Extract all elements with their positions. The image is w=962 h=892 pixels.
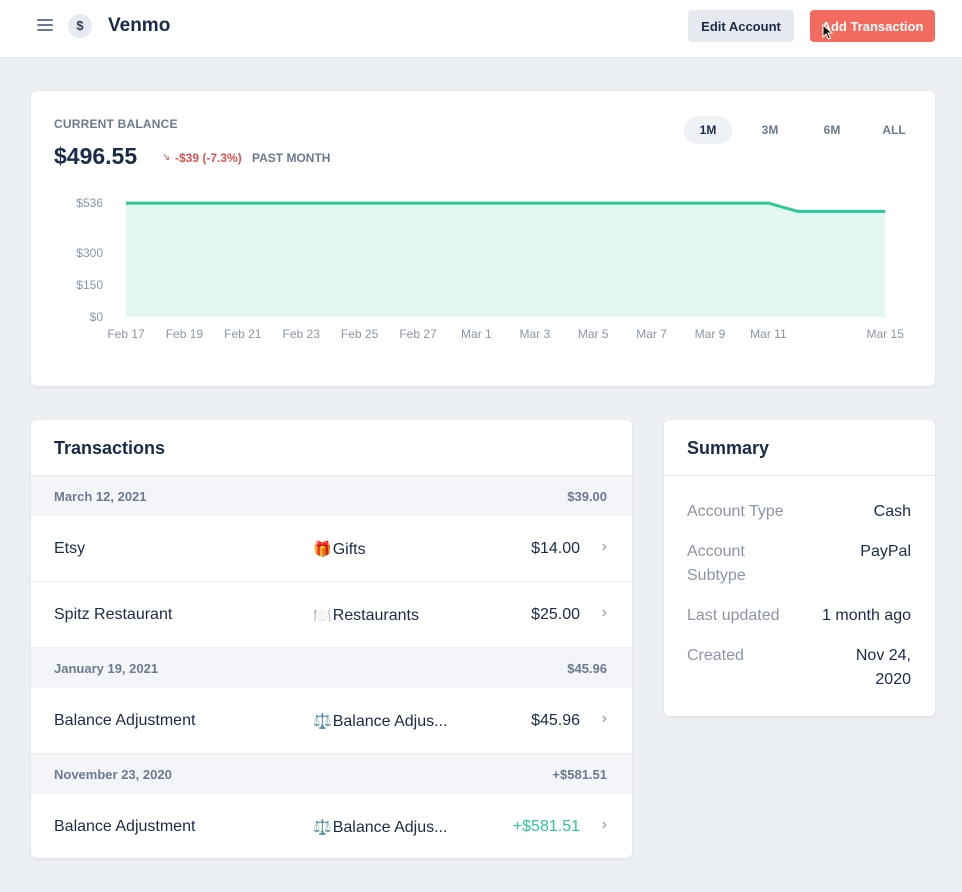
top-bar: $ Venmo Edit Account Add Transaction xyxy=(0,0,962,58)
transaction-category: 🎁Gifts xyxy=(313,540,366,559)
range-6m-button[interactable]: 6M xyxy=(823,123,841,137)
summary-label: Account Type xyxy=(687,503,784,520)
x-tick-label: Feb 19 xyxy=(166,327,204,341)
divider xyxy=(31,475,632,476)
transaction-name: Etsy xyxy=(54,540,86,557)
transaction-row[interactable]: Balance Adjustment ⚖️Balance Adjus... $4… xyxy=(31,688,632,754)
divider xyxy=(664,475,935,476)
x-tick-label: Mar 1 xyxy=(461,327,492,341)
transaction-group-header: January 19, 2021 $45.96 xyxy=(31,648,632,688)
plate-icon: 🍽️ xyxy=(313,607,332,624)
transaction-list: March 12, 2021 $39.00 Etsy 🎁Gifts $14.00… xyxy=(31,476,632,858)
transaction-group-header: March 12, 2021 $39.00 xyxy=(31,476,632,516)
transaction-row[interactable]: Balance Adjustment ⚖️Balance Adjus... +$… xyxy=(31,794,632,858)
chevron-right-icon: › xyxy=(601,604,607,621)
category-label: Gifts xyxy=(332,541,366,558)
group-date: November 23, 2020 xyxy=(54,767,172,782)
x-tick-label: Feb 27 xyxy=(399,327,437,341)
chevron-right-icon: › xyxy=(601,710,607,727)
scales-icon: ⚖️ xyxy=(313,819,332,836)
gift-icon: 🎁 xyxy=(313,541,332,558)
summary-value: Cash xyxy=(873,503,911,520)
edit-account-button[interactable]: Edit Account xyxy=(688,10,794,42)
transaction-amount: $45.96 xyxy=(531,712,580,729)
transaction-category: 🍽️Restaurants xyxy=(313,606,419,625)
chevron-right-icon: › xyxy=(601,538,607,555)
x-tick-label: Mar 5 xyxy=(578,327,609,341)
x-tick-label: Feb 21 xyxy=(224,327,262,341)
summary-label: Last updated xyxy=(687,607,780,624)
x-tick-label: Feb 23 xyxy=(283,327,321,341)
summary-value: Nov 24, 2020 xyxy=(855,647,911,688)
chart-series-line xyxy=(126,201,886,213)
summary-value: PayPal xyxy=(860,543,911,560)
x-tick-label: Feb 17 xyxy=(107,327,145,341)
group-total: $39.00 xyxy=(567,489,607,504)
x-tick-label: Mar 11 xyxy=(750,327,787,341)
chart-area-fill xyxy=(126,203,886,317)
y-tick-label: $300 xyxy=(76,246,103,260)
transaction-name: Balance Adjustment xyxy=(54,818,196,835)
category-label: Restaurants xyxy=(332,607,419,624)
x-tick-label: Mar 7 xyxy=(636,327,667,341)
x-tick-label: Mar 9 xyxy=(695,327,726,341)
balance-card: CURRENT BALANCE $496.55 ↘ -$39 (-7.3%) P… xyxy=(31,91,935,386)
hamburger-menu-icon[interactable] xyxy=(37,19,53,33)
transaction-row[interactable]: Etsy 🎁Gifts $14.00 › xyxy=(31,516,632,582)
x-tick-label: Mar 3 xyxy=(519,327,550,341)
balance-change: -$39 (-7.3%) xyxy=(175,151,242,165)
trend-down-icon: ↘ xyxy=(162,152,171,163)
range-1m-button[interactable]: 1M xyxy=(684,116,732,144)
transaction-row[interactable]: Spitz Restaurant 🍽️Restaurants $25.00 › xyxy=(31,582,632,648)
summary-label: Account Subtype xyxy=(687,543,746,584)
transaction-name: Balance Adjustment xyxy=(54,712,196,729)
x-tick-label: Mar 15 xyxy=(867,327,905,341)
balance-label: CURRENT BALANCE xyxy=(54,117,178,131)
group-total: +$581.51 xyxy=(552,767,607,782)
transaction-amount: $25.00 xyxy=(531,606,580,623)
transaction-amount: +$581.51 xyxy=(512,818,580,835)
transactions-title: Transactions xyxy=(54,438,166,458)
summary-card: Summary Account Type Cash Account Subtyp… xyxy=(664,420,935,716)
dollar-icon: $ xyxy=(68,14,92,38)
balance-amount: $496.55 xyxy=(54,143,138,169)
account-name: Venmo xyxy=(108,15,171,36)
summary-value: 1 month ago xyxy=(822,607,911,624)
balance-period: PAST MONTH xyxy=(252,151,331,165)
balance-chart: $0 $150 $300 $536 Feb 17 Feb 19 Feb 21 Feb 23 Fe… xyxy=(76,196,905,341)
transaction-category: ⚖️Balance Adjus... xyxy=(313,712,447,731)
transaction-name: Spitz Restaurant xyxy=(54,606,173,623)
range-3m-button[interactable]: 3M xyxy=(761,123,779,137)
y-tick-label: $0 xyxy=(90,310,104,324)
transaction-group-header: November 23, 2020 +$581.51 xyxy=(31,754,632,794)
summary-title: Summary xyxy=(687,438,770,458)
x-tick-label: Feb 25 xyxy=(341,327,379,341)
summary-label: Created xyxy=(687,647,744,664)
category-label: Balance Adjus... xyxy=(332,713,448,730)
transaction-amount: $14.00 xyxy=(531,540,580,557)
y-tick-label: $150 xyxy=(76,278,103,292)
add-transaction-button[interactable]: Add Transaction xyxy=(810,10,935,42)
y-tick-label: $536 xyxy=(76,196,103,210)
transaction-category: ⚖️Balance Adjus... xyxy=(313,818,447,837)
group-total: $45.96 xyxy=(567,661,607,676)
range-all-button[interactable]: ALL xyxy=(882,123,906,137)
group-date: January 19, 2021 xyxy=(54,661,159,676)
category-label: Balance Adjus... xyxy=(332,819,448,836)
group-date: March 12, 2021 xyxy=(54,489,147,504)
scales-icon: ⚖️ xyxy=(313,713,332,730)
chevron-right-icon: › xyxy=(601,816,607,833)
transactions-card: Transactions March 12, 2021 $39.00 Etsy … xyxy=(31,420,632,858)
mouse-cursor-icon xyxy=(822,24,834,40)
